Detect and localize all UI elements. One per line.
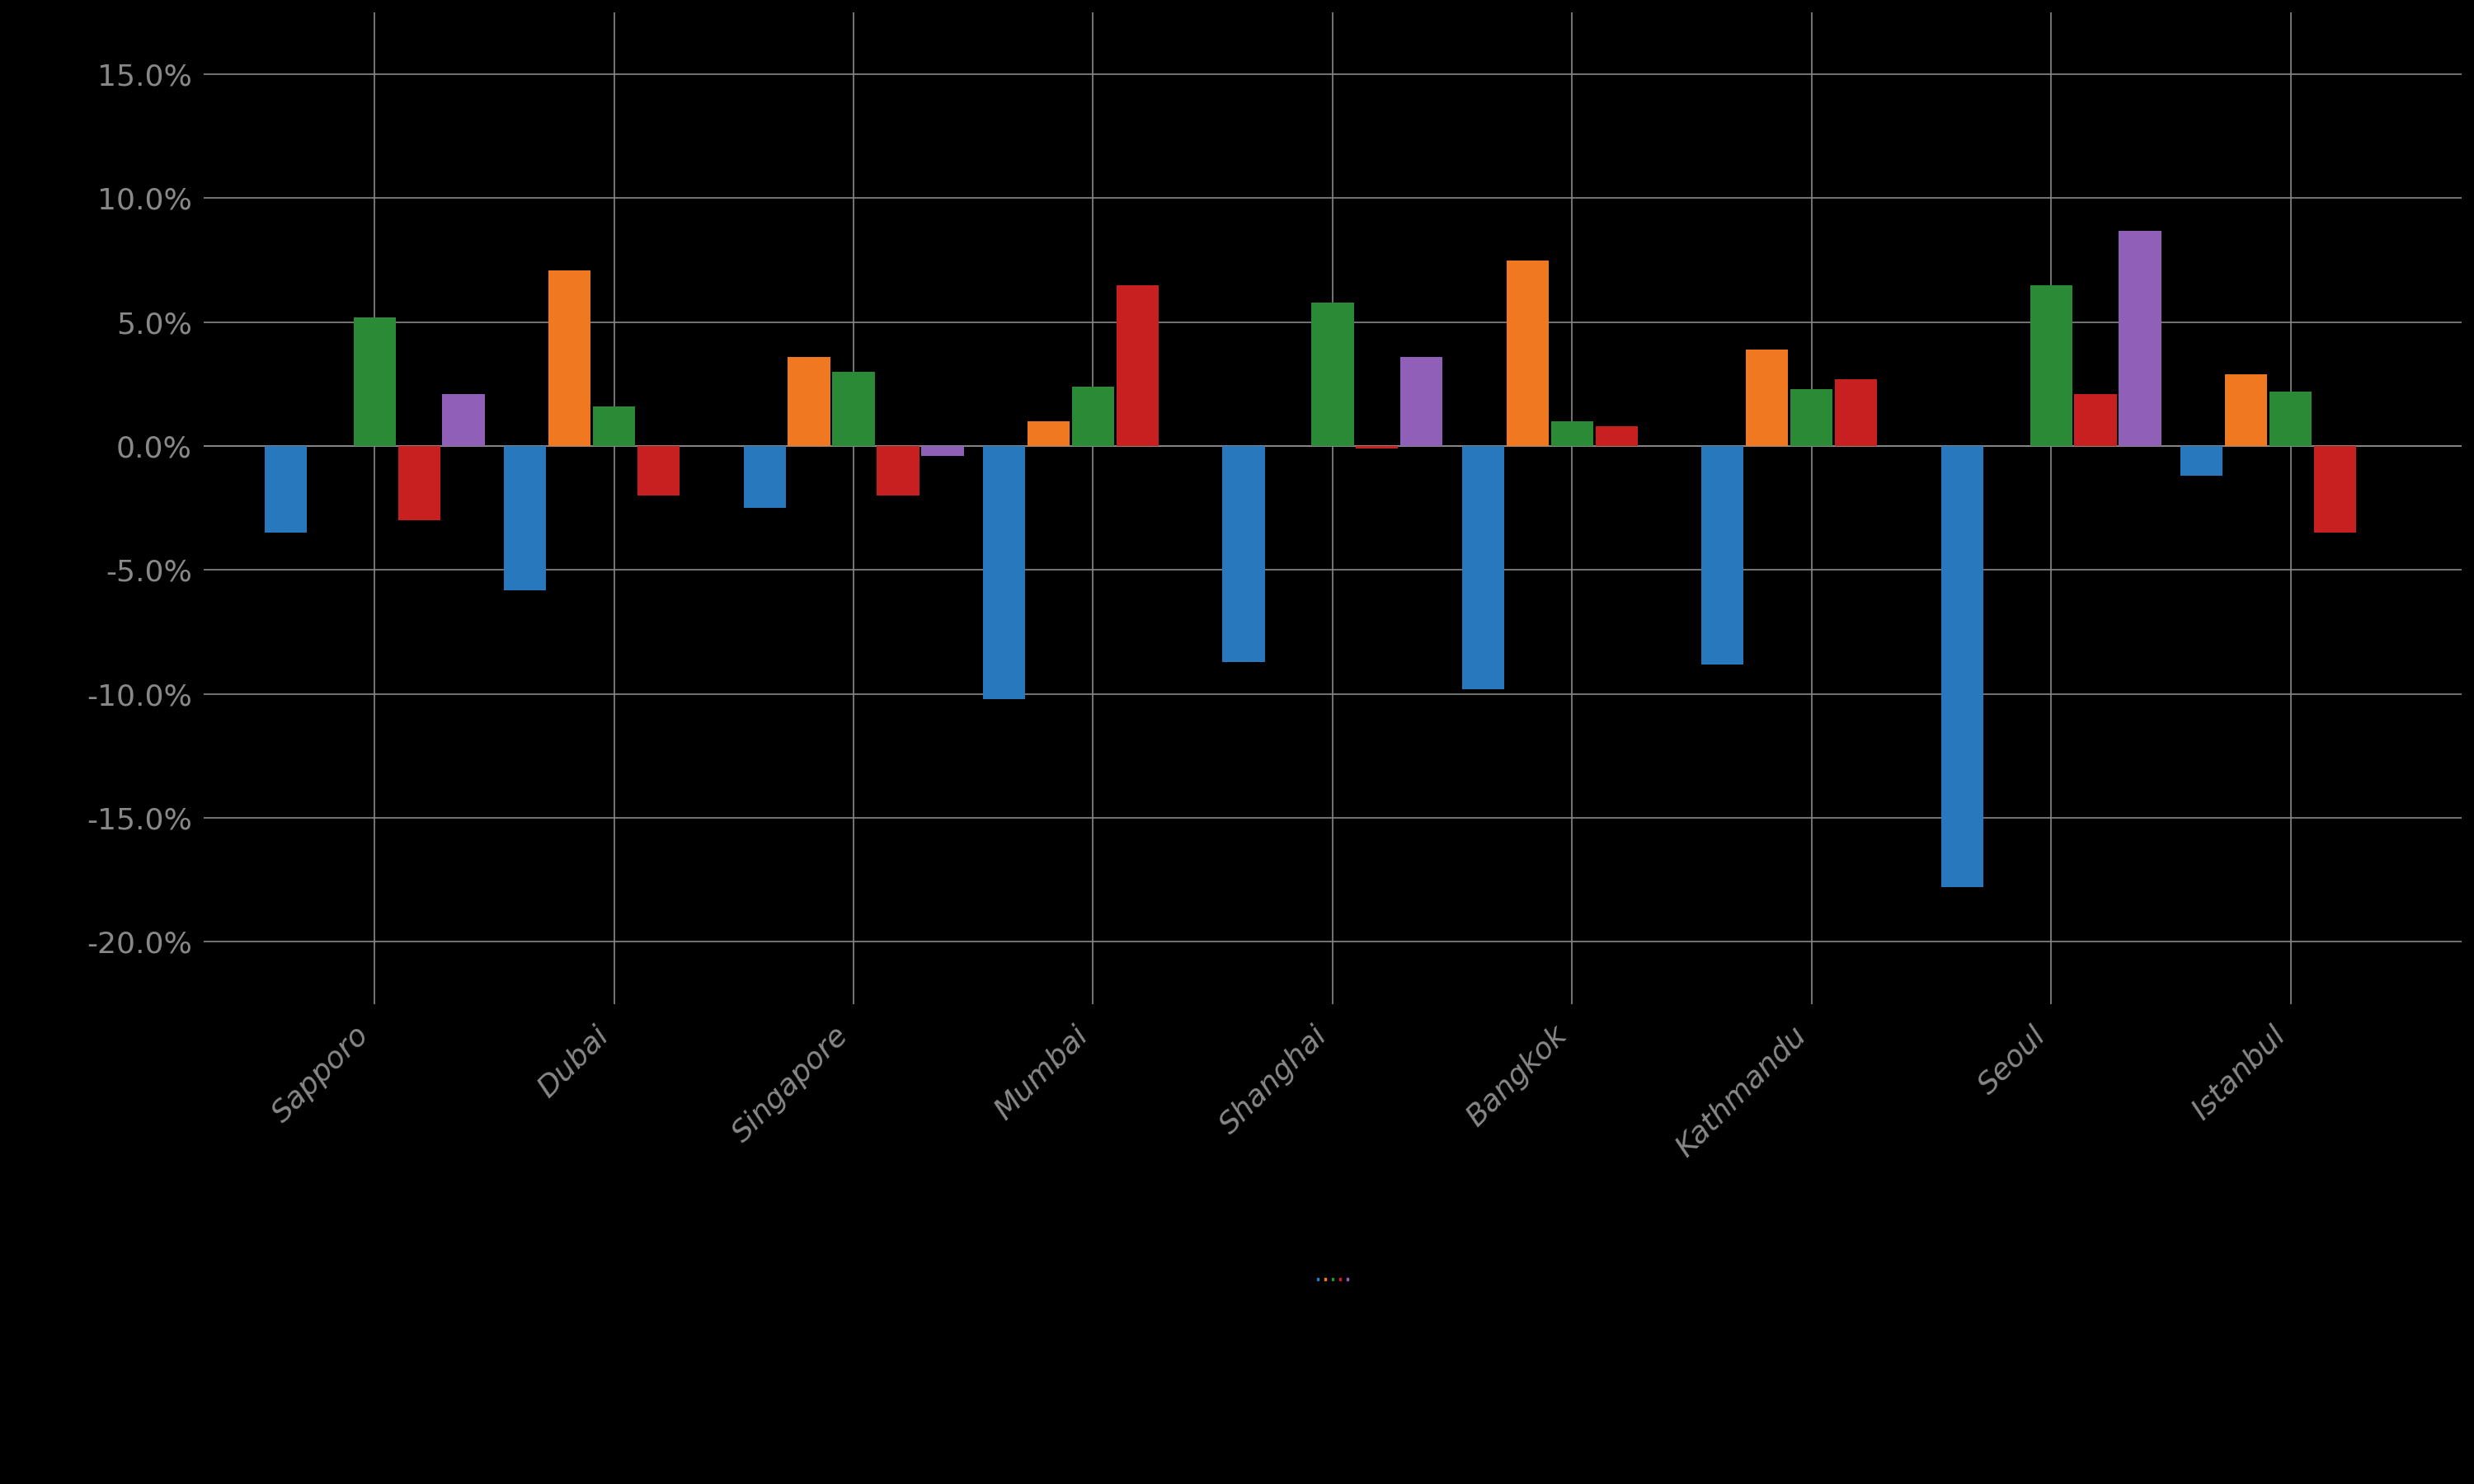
Bar <box>1462 447 1504 689</box>
Bar <box>638 447 680 496</box>
Bar <box>1507 260 1549 447</box>
Bar <box>2180 447 2222 476</box>
Bar <box>2031 285 2073 447</box>
Bar <box>549 270 591 447</box>
Bar <box>1836 380 1878 447</box>
Bar <box>2224 374 2266 447</box>
Bar <box>1551 421 1593 447</box>
Bar <box>2073 395 2118 447</box>
Bar <box>1356 447 1398 448</box>
Bar <box>1071 387 1113 447</box>
Bar <box>1311 303 1353 447</box>
Bar <box>920 447 965 456</box>
Bar <box>2269 392 2311 447</box>
Bar <box>2118 230 2162 447</box>
Bar <box>982 447 1024 699</box>
Bar <box>787 358 831 447</box>
Bar <box>1791 389 1833 447</box>
Bar <box>1116 285 1158 447</box>
Legend: , , , , : , , , , <box>1316 1278 1348 1281</box>
Bar <box>265 447 307 533</box>
Bar <box>505 447 547 591</box>
Bar <box>354 318 396 447</box>
Bar <box>1747 349 1789 447</box>
Bar <box>398 447 440 521</box>
Bar <box>1027 421 1069 447</box>
Bar <box>745 447 787 508</box>
Bar <box>876 447 920 496</box>
Bar <box>1400 358 1442 447</box>
Bar <box>1596 426 1638 447</box>
Bar <box>1222 447 1264 662</box>
Bar <box>1942 447 1984 887</box>
Bar <box>594 407 636 447</box>
Bar <box>831 372 876 447</box>
Bar <box>1702 447 1744 665</box>
Bar <box>443 395 485 447</box>
Bar <box>2313 447 2355 533</box>
